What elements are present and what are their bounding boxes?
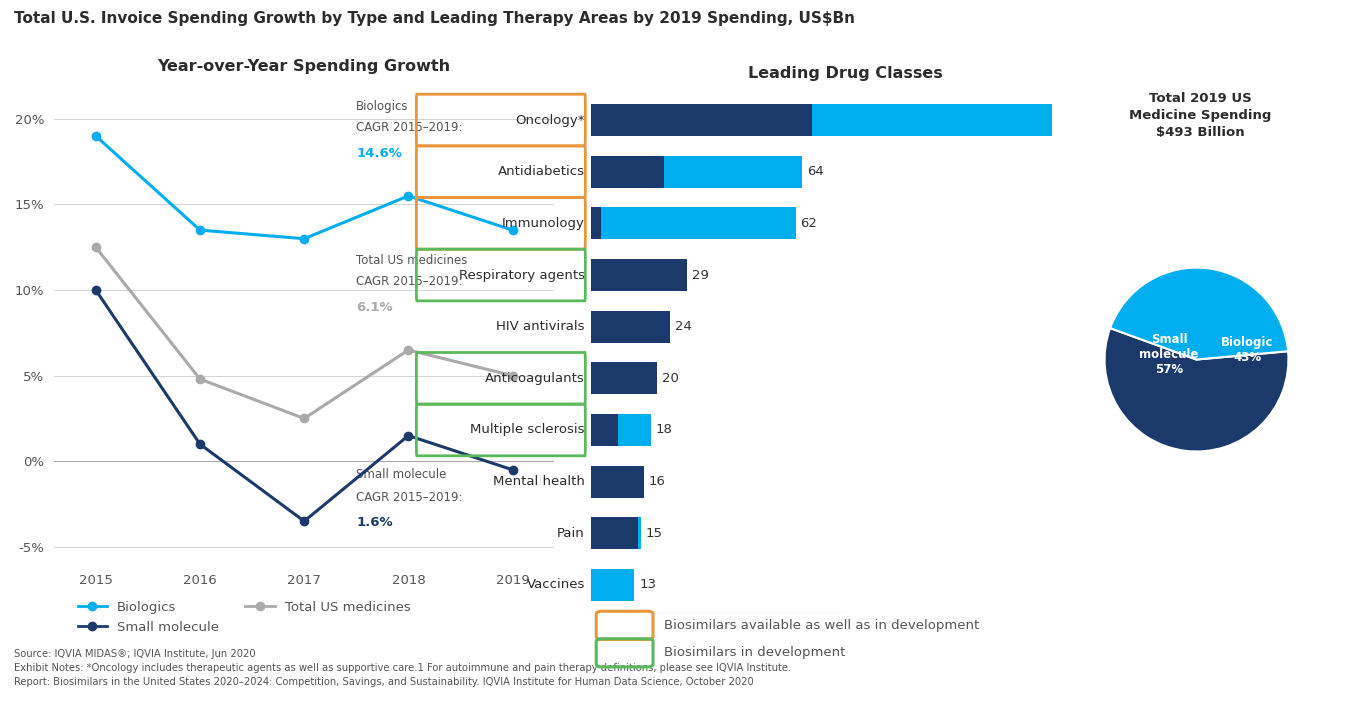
Text: HIV antivirals: HIV antivirals <box>496 320 585 333</box>
Text: Total 2019 US
Medicine Spending
$493 Billion: Total 2019 US Medicine Spending $493 Bil… <box>1129 92 1272 139</box>
Bar <box>602 207 795 240</box>
Text: 1.6%: 1.6% <box>357 516 393 529</box>
Bar <box>813 104 1052 136</box>
Bar <box>591 517 638 549</box>
Text: 62: 62 <box>800 217 818 230</box>
Text: Antidiabetics: Antidiabetics <box>498 165 585 178</box>
Text: Pain: Pain <box>557 527 585 540</box>
Bar <box>638 517 641 549</box>
Bar <box>591 207 602 240</box>
Text: Small molecule: Small molecule <box>357 468 446 482</box>
Text: 14.6%: 14.6% <box>357 147 402 159</box>
Text: Biologic
43%: Biologic 43% <box>1221 336 1274 364</box>
Bar <box>591 569 634 601</box>
Bar <box>591 465 644 498</box>
Bar <box>591 156 664 188</box>
Wedge shape <box>1110 268 1288 360</box>
Text: CAGR 2015–2019:: CAGR 2015–2019: <box>357 491 462 503</box>
Text: Vaccines: Vaccines <box>526 578 585 591</box>
Text: Mental health: Mental health <box>493 475 585 488</box>
Text: Multiple sclerosis: Multiple sclerosis <box>470 424 585 436</box>
Text: 64: 64 <box>807 165 823 178</box>
Bar <box>618 414 650 446</box>
Text: Biologics: Biologics <box>357 100 408 114</box>
Bar <box>664 156 802 188</box>
Text: Total US medicines: Total US medicines <box>357 255 468 267</box>
Text: 16: 16 <box>649 475 667 488</box>
Title: Leading Drug Classes: Leading Drug Classes <box>748 66 942 81</box>
Text: Small
molecule
57%: Small molecule 57% <box>1140 333 1199 376</box>
Text: Biosimilars in development: Biosimilars in development <box>664 646 845 659</box>
Bar <box>591 311 671 343</box>
Bar <box>591 414 618 446</box>
Bar <box>591 259 687 291</box>
Text: CAGR 2015–2019:: CAGR 2015–2019: <box>357 121 462 134</box>
Text: 15: 15 <box>646 527 662 540</box>
Text: 13: 13 <box>639 578 656 591</box>
Text: 6.1%: 6.1% <box>357 300 393 314</box>
Text: CAGR 2015–2019:: CAGR 2015–2019: <box>357 275 462 288</box>
Text: 29: 29 <box>692 269 708 281</box>
Bar <box>591 104 813 136</box>
Text: 18: 18 <box>656 424 672 436</box>
Text: Total U.S. Invoice Spending Growth by Type and Leading Therapy Areas by 2019 Spe: Total U.S. Invoice Spending Growth by Ty… <box>14 11 854 25</box>
Text: Immunology: Immunology <box>502 217 585 230</box>
Title: Year-over-Year Spending Growth: Year-over-Year Spending Growth <box>158 59 450 74</box>
Text: 20: 20 <box>662 372 679 385</box>
Bar <box>591 362 657 394</box>
Text: Respiratory agents: Respiratory agents <box>458 269 585 281</box>
Text: Source: IQVIA MIDAS®; IQVIA Institute, Jun 2020
Exhibit Notes: *Oncology include: Source: IQVIA MIDAS®; IQVIA Institute, J… <box>14 649 791 687</box>
Text: 24: 24 <box>676 320 692 333</box>
Wedge shape <box>1105 328 1288 451</box>
Legend: Biologics, Small molecule, Total US medicines: Biologics, Small molecule, Total US medi… <box>72 596 416 639</box>
Text: Biosimilars available as well as in development: Biosimilars available as well as in deve… <box>664 619 979 632</box>
Text: Oncology*: Oncology* <box>515 114 585 127</box>
Text: Anticoagulants: Anticoagulants <box>485 372 585 385</box>
